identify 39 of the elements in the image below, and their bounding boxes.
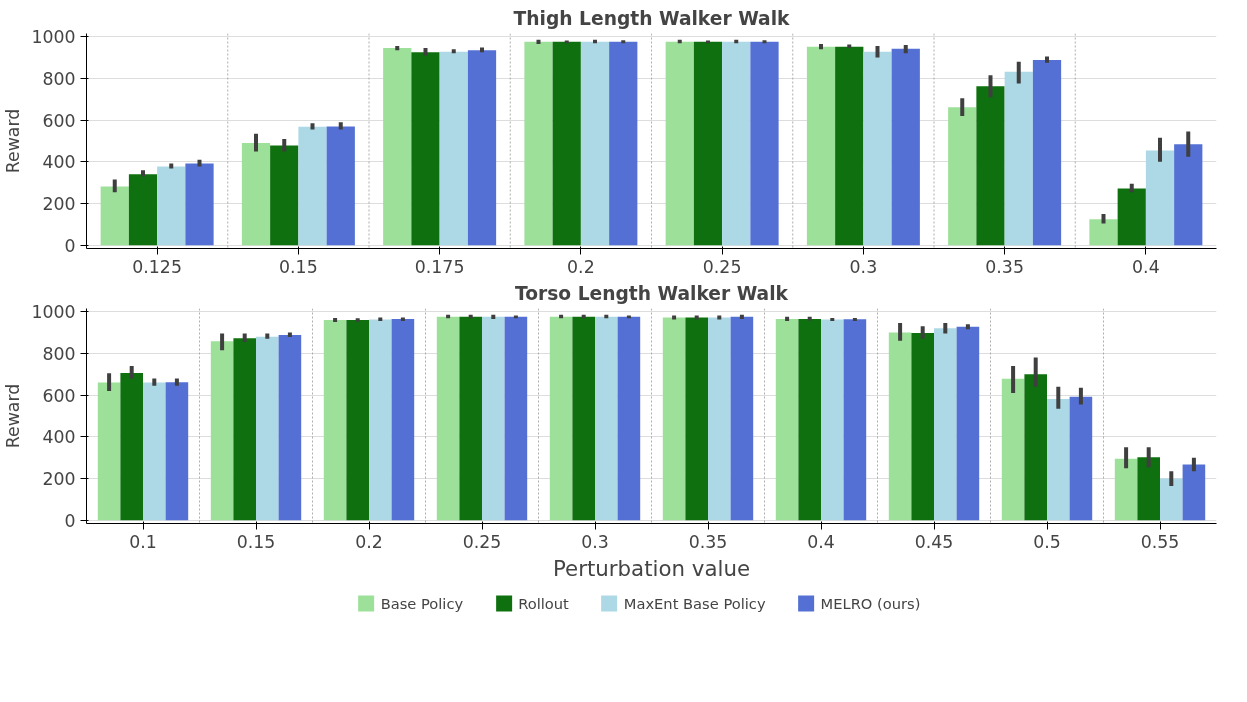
chart-title: Torso Length Walker Walk <box>514 282 789 304</box>
y-tick-label: 800 <box>42 343 76 364</box>
y-tick-label: 0 <box>64 510 76 531</box>
y-axis-title: Reward <box>3 383 24 449</box>
x-tick-label: 0.3 <box>849 256 878 277</box>
legend-label: MELRO (ours) <box>820 594 921 612</box>
y-tick-label: 800 <box>42 68 76 89</box>
x-tick-label: 0.3 <box>581 531 609 552</box>
x-tick-label: 0.1 <box>129 531 157 552</box>
x-tick-label: 0.2 <box>355 531 383 552</box>
x-tick-label: 0.45 <box>914 531 954 552</box>
y-tick-label: 200 <box>42 194 76 215</box>
y-tick-label: 200 <box>42 469 76 490</box>
y-axis-title: Reward <box>3 108 24 174</box>
x-tick-label: 0.25 <box>702 256 742 277</box>
x-tick-label: 0.2 <box>567 256 595 277</box>
x-tick-label: 0.55 <box>1140 531 1180 552</box>
x-tick-label: 0.125 <box>132 256 182 277</box>
x-tick-label: 0.25 <box>462 531 502 552</box>
x-tick-label: 0.15 <box>279 256 318 277</box>
legend-label: Rollout <box>518 594 569 612</box>
x-axis-title: Perturbation value <box>552 555 751 581</box>
y-tick-label: 600 <box>42 110 76 131</box>
y-tick-label: 600 <box>42 385 76 406</box>
y-tick-label: 400 <box>42 152 76 173</box>
chart-title: Thigh Length Walker Walk <box>513 7 791 29</box>
x-tick-label: 0.4 <box>807 531 835 552</box>
x-tick-label: 0.4 <box>1132 256 1160 277</box>
y-tick-label: 1000 <box>31 302 76 323</box>
legend-label: Base Policy <box>380 594 464 612</box>
x-tick-label: 0.35 <box>985 256 1024 277</box>
y-tick-label: 400 <box>42 427 76 448</box>
legend-label: MaxEnt Base Policy <box>623 594 766 612</box>
x-tick-label: 0.5 <box>1033 531 1061 552</box>
y-tick-label: 0 <box>64 235 76 256</box>
x-tick-label: 0.35 <box>688 531 728 552</box>
x-tick-label: 0.15 <box>236 531 276 552</box>
y-tick-label: 1000 <box>31 27 76 48</box>
x-tick-label: 0.175 <box>414 256 465 277</box>
